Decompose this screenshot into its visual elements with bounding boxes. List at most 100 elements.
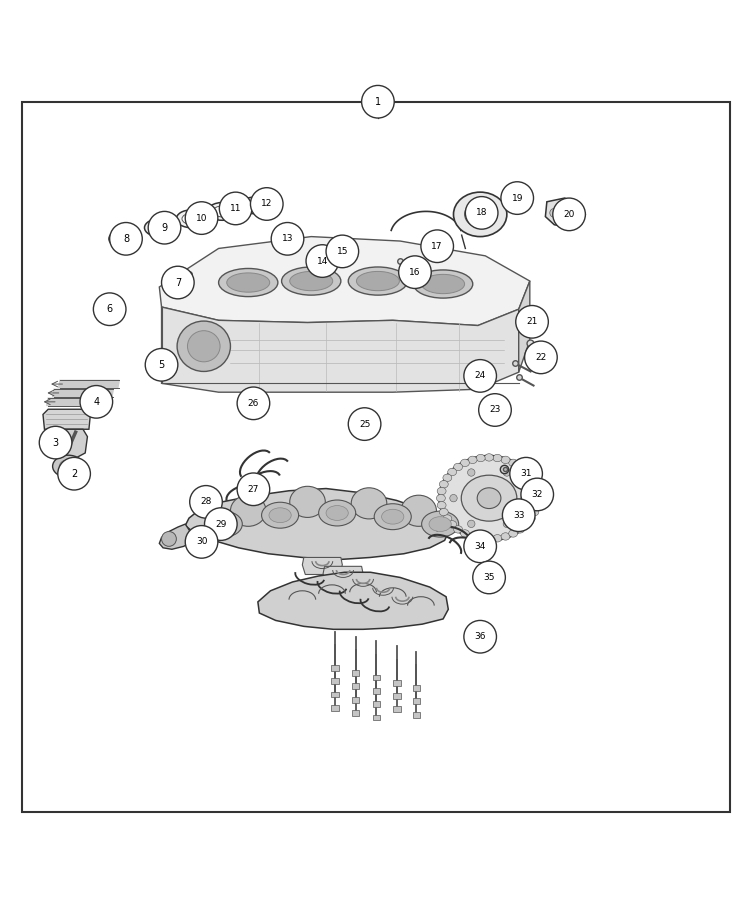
Ellipse shape [177, 321, 230, 372]
Ellipse shape [439, 455, 539, 541]
Ellipse shape [508, 459, 517, 466]
Text: 21: 21 [526, 318, 538, 327]
Text: 2: 2 [71, 469, 77, 479]
Ellipse shape [526, 515, 535, 522]
Polygon shape [47, 398, 107, 406]
Ellipse shape [453, 526, 462, 533]
Circle shape [501, 182, 534, 214]
Text: 33: 33 [513, 510, 525, 519]
Ellipse shape [374, 504, 411, 530]
Ellipse shape [182, 213, 200, 224]
Ellipse shape [526, 474, 535, 482]
Ellipse shape [213, 517, 235, 532]
FancyBboxPatch shape [373, 688, 380, 694]
Text: 3: 3 [53, 437, 59, 447]
Circle shape [39, 427, 72, 459]
Ellipse shape [460, 459, 470, 466]
Text: 29: 29 [215, 519, 227, 528]
Ellipse shape [516, 464, 525, 471]
Circle shape [521, 478, 554, 511]
Circle shape [502, 499, 535, 532]
Text: 5: 5 [159, 360, 165, 370]
Ellipse shape [477, 488, 501, 508]
Ellipse shape [476, 535, 485, 542]
Ellipse shape [422, 274, 465, 293]
Polygon shape [382, 593, 422, 610]
Text: 8: 8 [123, 234, 129, 244]
Ellipse shape [187, 330, 220, 362]
Ellipse shape [508, 530, 517, 537]
Ellipse shape [176, 210, 206, 228]
Text: 9: 9 [162, 222, 167, 233]
Circle shape [148, 212, 181, 244]
FancyBboxPatch shape [393, 693, 401, 699]
Text: 6: 6 [107, 304, 113, 314]
Ellipse shape [460, 530, 470, 537]
FancyBboxPatch shape [413, 685, 420, 691]
Ellipse shape [436, 494, 445, 502]
Ellipse shape [281, 237, 297, 248]
Ellipse shape [429, 517, 451, 532]
Ellipse shape [453, 192, 507, 237]
Text: 17: 17 [431, 242, 443, 251]
Circle shape [362, 86, 394, 118]
Ellipse shape [401, 495, 436, 526]
Ellipse shape [205, 511, 242, 537]
FancyBboxPatch shape [352, 683, 359, 689]
Polygon shape [545, 198, 585, 228]
Ellipse shape [522, 468, 531, 476]
Circle shape [348, 408, 381, 440]
FancyBboxPatch shape [331, 691, 339, 698]
Circle shape [550, 209, 559, 217]
Ellipse shape [439, 508, 448, 516]
Ellipse shape [59, 460, 77, 473]
Circle shape [465, 196, 498, 230]
Ellipse shape [516, 526, 525, 533]
Ellipse shape [351, 488, 387, 519]
Ellipse shape [290, 486, 325, 518]
Ellipse shape [533, 494, 542, 502]
Circle shape [479, 393, 511, 427]
Circle shape [237, 387, 270, 419]
Ellipse shape [219, 268, 278, 297]
FancyBboxPatch shape [373, 701, 380, 707]
FancyBboxPatch shape [352, 710, 359, 716]
Circle shape [162, 266, 194, 299]
Circle shape [326, 235, 359, 267]
FancyBboxPatch shape [331, 679, 339, 684]
Circle shape [185, 202, 218, 234]
Text: 28: 28 [200, 498, 212, 507]
FancyBboxPatch shape [413, 712, 420, 717]
Ellipse shape [269, 508, 291, 523]
Text: 1: 1 [375, 96, 381, 107]
Ellipse shape [245, 201, 262, 211]
Ellipse shape [468, 456, 477, 464]
Circle shape [464, 360, 496, 392]
Circle shape [468, 520, 475, 527]
Polygon shape [185, 489, 451, 560]
FancyBboxPatch shape [331, 705, 339, 711]
Ellipse shape [493, 535, 502, 542]
Circle shape [399, 256, 431, 289]
Circle shape [521, 494, 528, 502]
Circle shape [110, 222, 142, 255]
Polygon shape [363, 584, 403, 601]
Polygon shape [159, 237, 530, 326]
Polygon shape [258, 572, 448, 629]
Ellipse shape [532, 488, 541, 495]
FancyBboxPatch shape [393, 706, 401, 712]
FancyBboxPatch shape [393, 680, 401, 686]
Ellipse shape [230, 495, 266, 526]
Circle shape [510, 457, 542, 490]
Ellipse shape [437, 488, 446, 495]
Circle shape [80, 385, 113, 418]
Circle shape [421, 230, 453, 263]
Ellipse shape [213, 206, 231, 217]
Ellipse shape [348, 267, 408, 295]
Ellipse shape [282, 267, 341, 295]
Polygon shape [519, 281, 530, 373]
Ellipse shape [532, 501, 541, 508]
Ellipse shape [485, 536, 494, 543]
Ellipse shape [207, 202, 237, 220]
Text: 16: 16 [409, 267, 421, 276]
